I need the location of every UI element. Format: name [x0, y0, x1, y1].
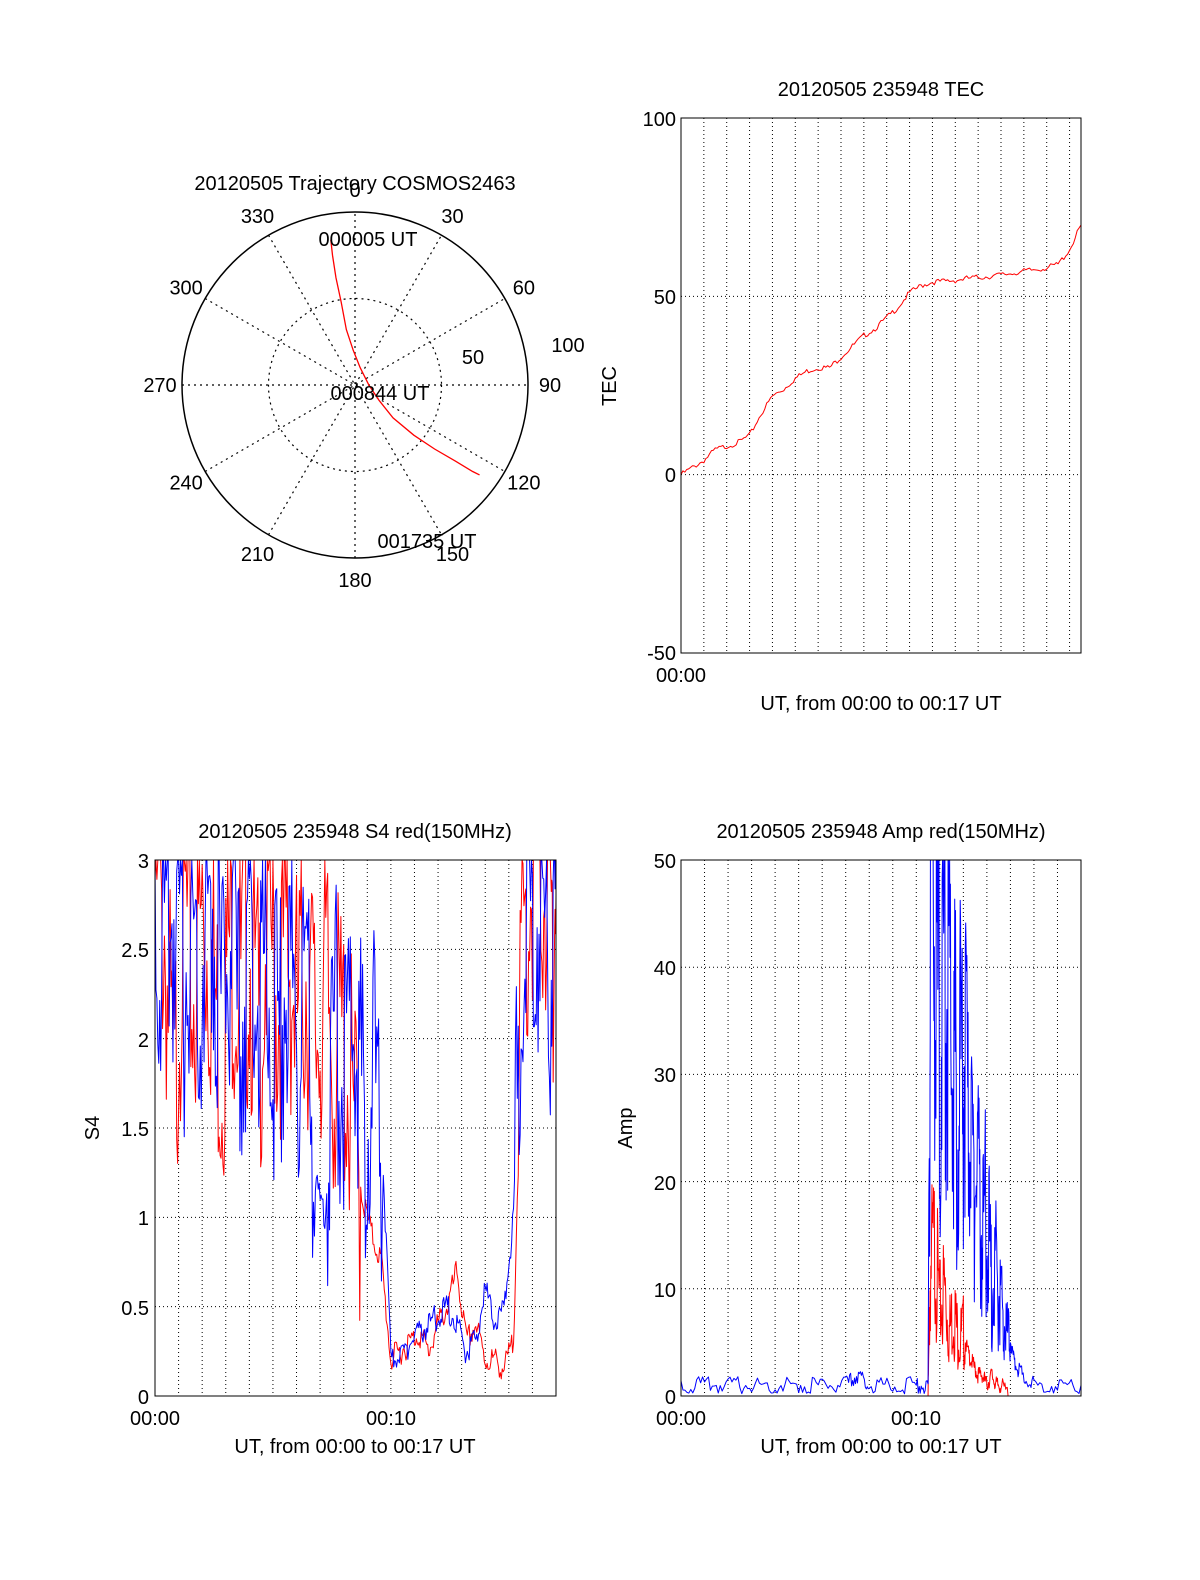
s4-ytick-0-5: 0.5 — [121, 1298, 149, 1320]
polar-angle-labels: 0 30 60 90 120 150 180 210 240 270 300 330 — [143, 180, 561, 592]
tec-xtick-0000: 00:00 — [656, 665, 706, 687]
tec-y-ticks: 100 50 0 -50 — [643, 109, 676, 665]
polar-angle-label-300: 300 — [169, 278, 202, 300]
tec-title: 20120505 235948 TEC — [778, 79, 984, 101]
amp-series-blue-line — [680, 859, 1082, 1395]
amp-plot-frame — [680, 859, 1082, 1397]
polar-title: 20120505 Trajectory COSMOS2463 — [194, 173, 515, 195]
polar-angle-label-90: 90 — [539, 375, 561, 397]
polar-radial-label-50: 50 — [462, 347, 484, 369]
amp-ytick-30: 30 — [654, 1065, 676, 1087]
s4-ytick-2: 2 — [138, 1030, 149, 1052]
polar-angle-label-240: 240 — [169, 473, 202, 495]
amp-ylabel: Amp — [615, 1107, 637, 1148]
s4-ytick-3: 3 — [138, 851, 149, 873]
polar-annotation-start: 000005 UT — [319, 229, 418, 251]
amp-title: 20120505 235948 Amp red(150MHz) — [716, 821, 1045, 843]
s4-ytick-0: 0 — [138, 1387, 149, 1409]
polar-spoke-30 — [267, 234, 443, 536]
polar-angle-label-180: 180 — [338, 570, 371, 592]
s4-y-ticks: 3 2.5 2 1.5 1 0.5 0 — [121, 851, 149, 1409]
s4-series — [154, 859, 557, 1380]
tec-plot-frame — [680, 117, 1082, 654]
polar-angle-label-210: 210 — [241, 544, 274, 566]
tec-ytick-100: 100 — [643, 109, 676, 131]
polar-grid — [182, 212, 528, 558]
amp-xtick-0010: 00:10 — [891, 1408, 941, 1430]
amp-xtick-0000: 00:00 — [656, 1408, 706, 1430]
polar-angle-label-270: 270 — [143, 375, 176, 397]
amp-grid — [681, 860, 1081, 1396]
s4-ytick-1: 1 — [138, 1208, 149, 1230]
s4-chart: 20120505 235948 S4 red(150MHz) 3 2.5 2 1… — [82, 821, 557, 1458]
tec-ytick-0: 0 — [665, 465, 676, 487]
s4-ytick-1-5: 1.5 — [121, 1119, 149, 1141]
polar-spoke-60 — [204, 297, 506, 473]
polar-angle-label-330: 330 — [241, 206, 274, 228]
tec-ylabel: TEC — [599, 366, 621, 406]
polar-angle-label-30: 30 — [441, 206, 463, 228]
amp-ytick-0: 0 — [665, 1387, 676, 1409]
s4-ytick-2-5: 2.5 — [121, 940, 149, 962]
polar-spoke-120 — [204, 297, 506, 473]
polar-radial-label-100: 100 — [551, 335, 584, 357]
polar-angle-label-0: 0 — [349, 180, 360, 202]
amp-series-red-line — [927, 1184, 1011, 1397]
tec-series-red-line — [680, 224, 1082, 475]
s4-title: 20120505 235948 S4 red(150MHz) — [198, 821, 512, 843]
s4-xlabel: UT, from 00:00 to 00:17 UT — [234, 1436, 475, 1458]
tec-grid — [681, 118, 1081, 653]
tec-chart: 20120505 235948 TEC 100 50 0 -50 00:00 U… — [599, 79, 1082, 715]
s4-xtick-0010: 00:10 — [366, 1408, 416, 1430]
amp-ytick-40: 40 — [654, 958, 676, 980]
s4-plot-frame — [154, 859, 557, 1397]
polar-angle-label-120: 120 — [507, 473, 540, 495]
polar-annotation-mid: 000844 UT — [331, 383, 430, 405]
polar-chart: 20120505 Trajectory COSMOS2463 0 30 60 90 12… — [143, 173, 584, 592]
polar-spoke-150 — [267, 234, 443, 536]
s4-xtick-0000: 00:00 — [130, 1408, 180, 1430]
polar-annotation-end: 001735 UT — [378, 531, 477, 553]
amp-y-ticks: 50 40 30 20 10 0 — [654, 851, 676, 1409]
s4-ylabel: S4 — [82, 1116, 104, 1140]
tec-series — [680, 224, 1082, 475]
polar-angle-label-60: 60 — [513, 278, 535, 300]
polar-outer-ring — [181, 211, 529, 559]
amp-chart: 20120505 235948 Amp red(150MHz) 50 40 30… — [615, 821, 1082, 1458]
polar-trajectory-line — [330, 239, 480, 476]
amp-xlabel: UT, from 00:00 to 00:17 UT — [760, 1436, 1001, 1458]
polar-angle-label-150: 150 — [436, 544, 469, 566]
tec-ytick-50: 50 — [654, 287, 676, 309]
amp-ytick-50: 50 — [654, 851, 676, 873]
amp-ytick-20: 20 — [654, 1173, 676, 1195]
polar-series — [330, 239, 480, 476]
amp-ytick-10: 10 — [654, 1280, 676, 1302]
tec-ytick-minus50: -50 — [647, 643, 676, 665]
s4-series-blue-line — [154, 859, 557, 1368]
tec-xlabel: UT, from 00:00 to 00:17 UT — [760, 693, 1001, 715]
amp-series — [680, 859, 1082, 1397]
